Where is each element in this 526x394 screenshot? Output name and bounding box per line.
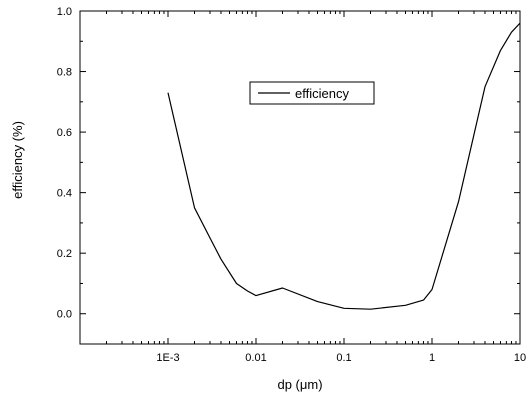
y-tick-label: 0.8 xyxy=(57,67,72,79)
y-tick-label: 0.6 xyxy=(57,127,72,139)
x-tick-label: 1E-3 xyxy=(156,352,179,364)
x-tick-label: 1 xyxy=(429,352,435,364)
legend-box xyxy=(249,81,375,105)
legend-label: efficiency xyxy=(295,86,349,101)
plot-frame xyxy=(79,10,521,345)
x-tick-label: 10 xyxy=(514,352,526,364)
series-line-efficiency xyxy=(167,22,521,310)
y-tick-label: 0.4 xyxy=(57,188,72,200)
y-axis-label: efficiency (%) xyxy=(10,121,25,199)
y-tick-label: 1.0 xyxy=(57,6,72,18)
x-tick-label: 0.1 xyxy=(336,352,351,364)
y-tick-label: 0.0 xyxy=(57,309,72,321)
x-axis-label: dp (μm) xyxy=(277,377,322,392)
y-tick-label: 0.2 xyxy=(57,248,72,260)
x-tick-label: 0.01 xyxy=(245,352,266,364)
